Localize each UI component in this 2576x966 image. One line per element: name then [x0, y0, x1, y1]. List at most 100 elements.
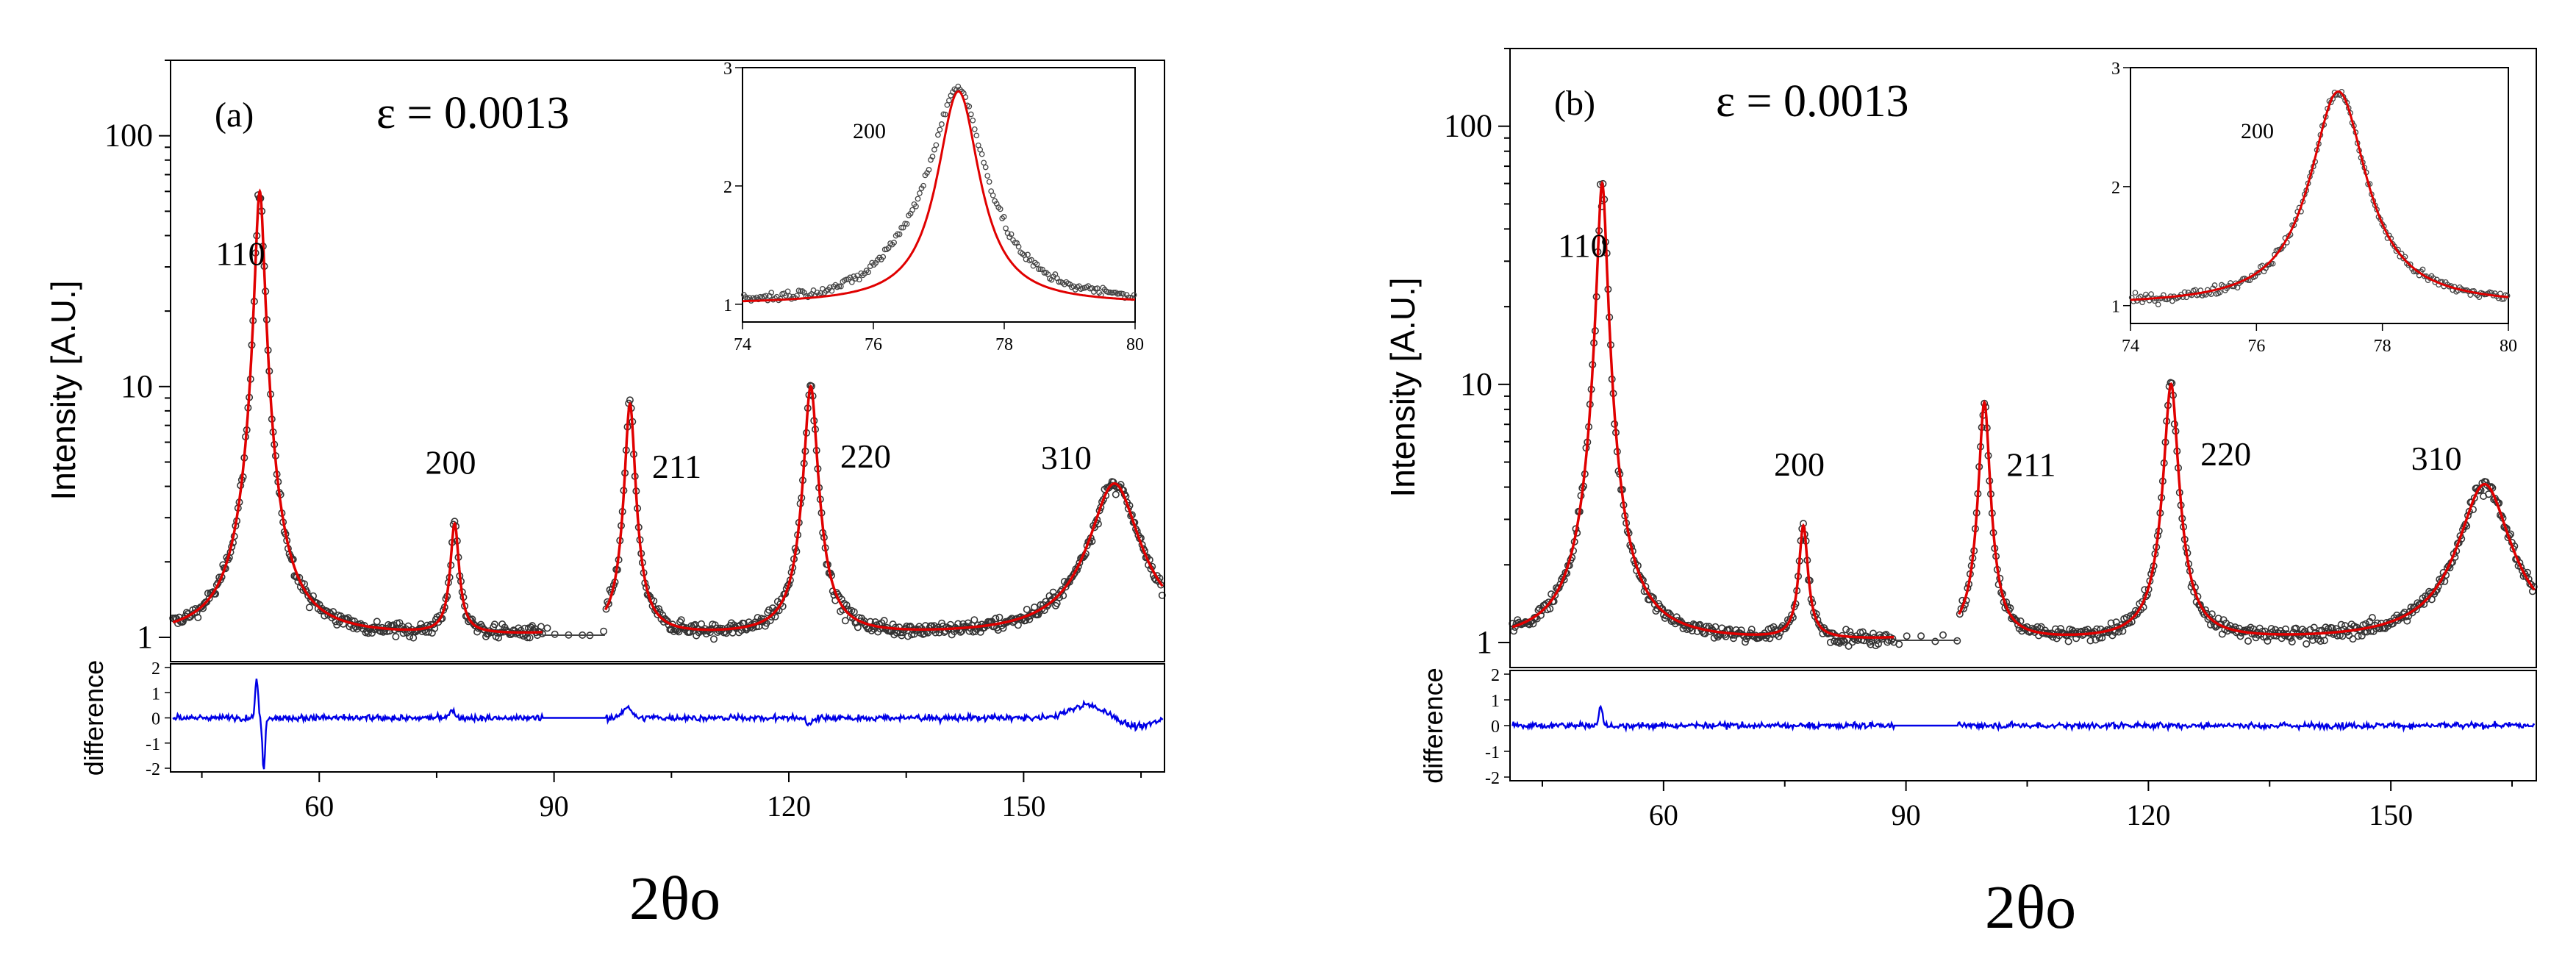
inset-data-point — [798, 288, 804, 295]
inset-data-point — [2192, 287, 2198, 293]
data-point — [392, 632, 400, 640]
inset-data-point — [880, 254, 887, 260]
data-point — [904, 632, 912, 640]
data-point — [2037, 623, 2045, 631]
inset-x-tick-label: 78 — [2374, 337, 2391, 356]
data-point — [1895, 640, 1903, 648]
inset-data-point — [891, 240, 897, 246]
difference-axis-label: difference — [1418, 668, 1448, 783]
peak-label: 110 — [1558, 227, 1607, 265]
inset-data-point — [2211, 282, 2218, 288]
inset-data-point — [982, 164, 989, 171]
inset-data-point — [847, 274, 854, 281]
inset-data-point — [971, 126, 978, 132]
y-tick-label: 10 — [121, 368, 153, 404]
inset-data-point — [2400, 255, 2406, 262]
data-point — [711, 621, 719, 629]
inset-data-point — [1036, 266, 1042, 272]
data-point — [329, 608, 337, 616]
inset-data-point — [904, 221, 910, 227]
data-point — [2244, 637, 2253, 645]
peak-label: 211 — [2006, 446, 2056, 484]
diff-tick-label: -1 — [1485, 743, 1500, 762]
data-point — [600, 627, 608, 635]
inset-data-point — [937, 126, 943, 133]
x-tick-label: 150 — [2369, 798, 2413, 831]
data-point — [2115, 628, 2123, 636]
inset-data-point — [2155, 301, 2161, 308]
epsilon-annotation: ε = 0.0013 — [376, 88, 570, 138]
inset-y-tick-label: 1 — [2111, 298, 2120, 317]
fit-curve — [1511, 180, 1895, 639]
data-point — [2282, 625, 2290, 633]
data-point — [992, 615, 1000, 623]
diff-tick-label: 2 — [1491, 666, 1500, 685]
data-point — [2267, 625, 2275, 633]
data-point — [526, 634, 534, 642]
data-point — [1158, 591, 1166, 599]
x-tick-label: 120 — [767, 790, 811, 823]
panel-label: (a) — [215, 96, 254, 135]
inset-peak-label: 200 — [853, 119, 886, 143]
difference-axis-label: difference — [79, 660, 109, 776]
data-point — [842, 601, 851, 609]
inset-data-point — [896, 231, 903, 237]
inset-y-tick-label: 1 — [723, 296, 732, 315]
data-point — [999, 624, 1007, 632]
data-point — [2208, 610, 2216, 618]
inset-data-point — [915, 196, 921, 202]
inset-data-point — [2143, 291, 2149, 298]
data-point — [543, 624, 551, 632]
y-tick-label: 10 — [1460, 366, 1492, 402]
inset-data-point — [1023, 256, 1029, 262]
data-point — [2119, 627, 2127, 635]
inset-data-point — [929, 154, 936, 160]
data-point — [1875, 640, 1883, 648]
peak-label: 220 — [2200, 435, 2251, 473]
data-point — [2098, 634, 2106, 642]
x-tick-label: 60 — [1649, 798, 1678, 831]
inset-y-tick-label: 2 — [723, 178, 732, 197]
inset-data-point — [920, 182, 926, 189]
data-point — [2368, 614, 2376, 622]
data-point — [2320, 637, 2328, 645]
inset-data-point — [1003, 225, 1009, 232]
data-point — [2403, 617, 2411, 625]
inset-data-point — [898, 224, 904, 231]
inset-frame — [742, 67, 1136, 323]
inset-data-point — [1025, 251, 1031, 258]
inset-data-point — [2419, 266, 2426, 273]
fit-curve — [172, 188, 543, 634]
data-point — [1511, 623, 1519, 632]
data-point — [1939, 631, 1947, 639]
peak-label: 220 — [840, 437, 891, 475]
inset-data-point — [1034, 261, 1040, 268]
inset-frame — [2130, 67, 2509, 324]
inset-data-point — [966, 103, 973, 110]
inset-data-point — [1008, 231, 1015, 237]
x-tick-label: 150 — [1001, 790, 1045, 823]
diff-tick-label: -2 — [146, 760, 160, 779]
main-plot-frame — [170, 60, 1165, 662]
inset-data-point — [913, 203, 919, 210]
difference-curve — [172, 679, 1164, 770]
data-point — [305, 604, 313, 612]
data-point — [1730, 634, 1738, 643]
data-point — [1510, 627, 1518, 635]
inset-data-point — [917, 190, 923, 196]
panel-label: (b) — [1554, 84, 1595, 123]
x-tick-label: 60 — [304, 790, 334, 823]
data-point — [769, 604, 777, 612]
x-tick-label: 120 — [2126, 798, 2170, 831]
data-point — [709, 635, 718, 643]
data-point — [2345, 632, 2353, 640]
x-axis-label: 2θo — [1985, 873, 2076, 942]
data-point — [2517, 563, 2525, 571]
data-point — [2309, 636, 2317, 644]
data-point — [1109, 478, 1117, 486]
data-point — [2107, 619, 2115, 627]
data-point — [854, 623, 862, 632]
diff-tick-label: -2 — [1485, 769, 1500, 788]
inset-data-point — [939, 121, 945, 127]
